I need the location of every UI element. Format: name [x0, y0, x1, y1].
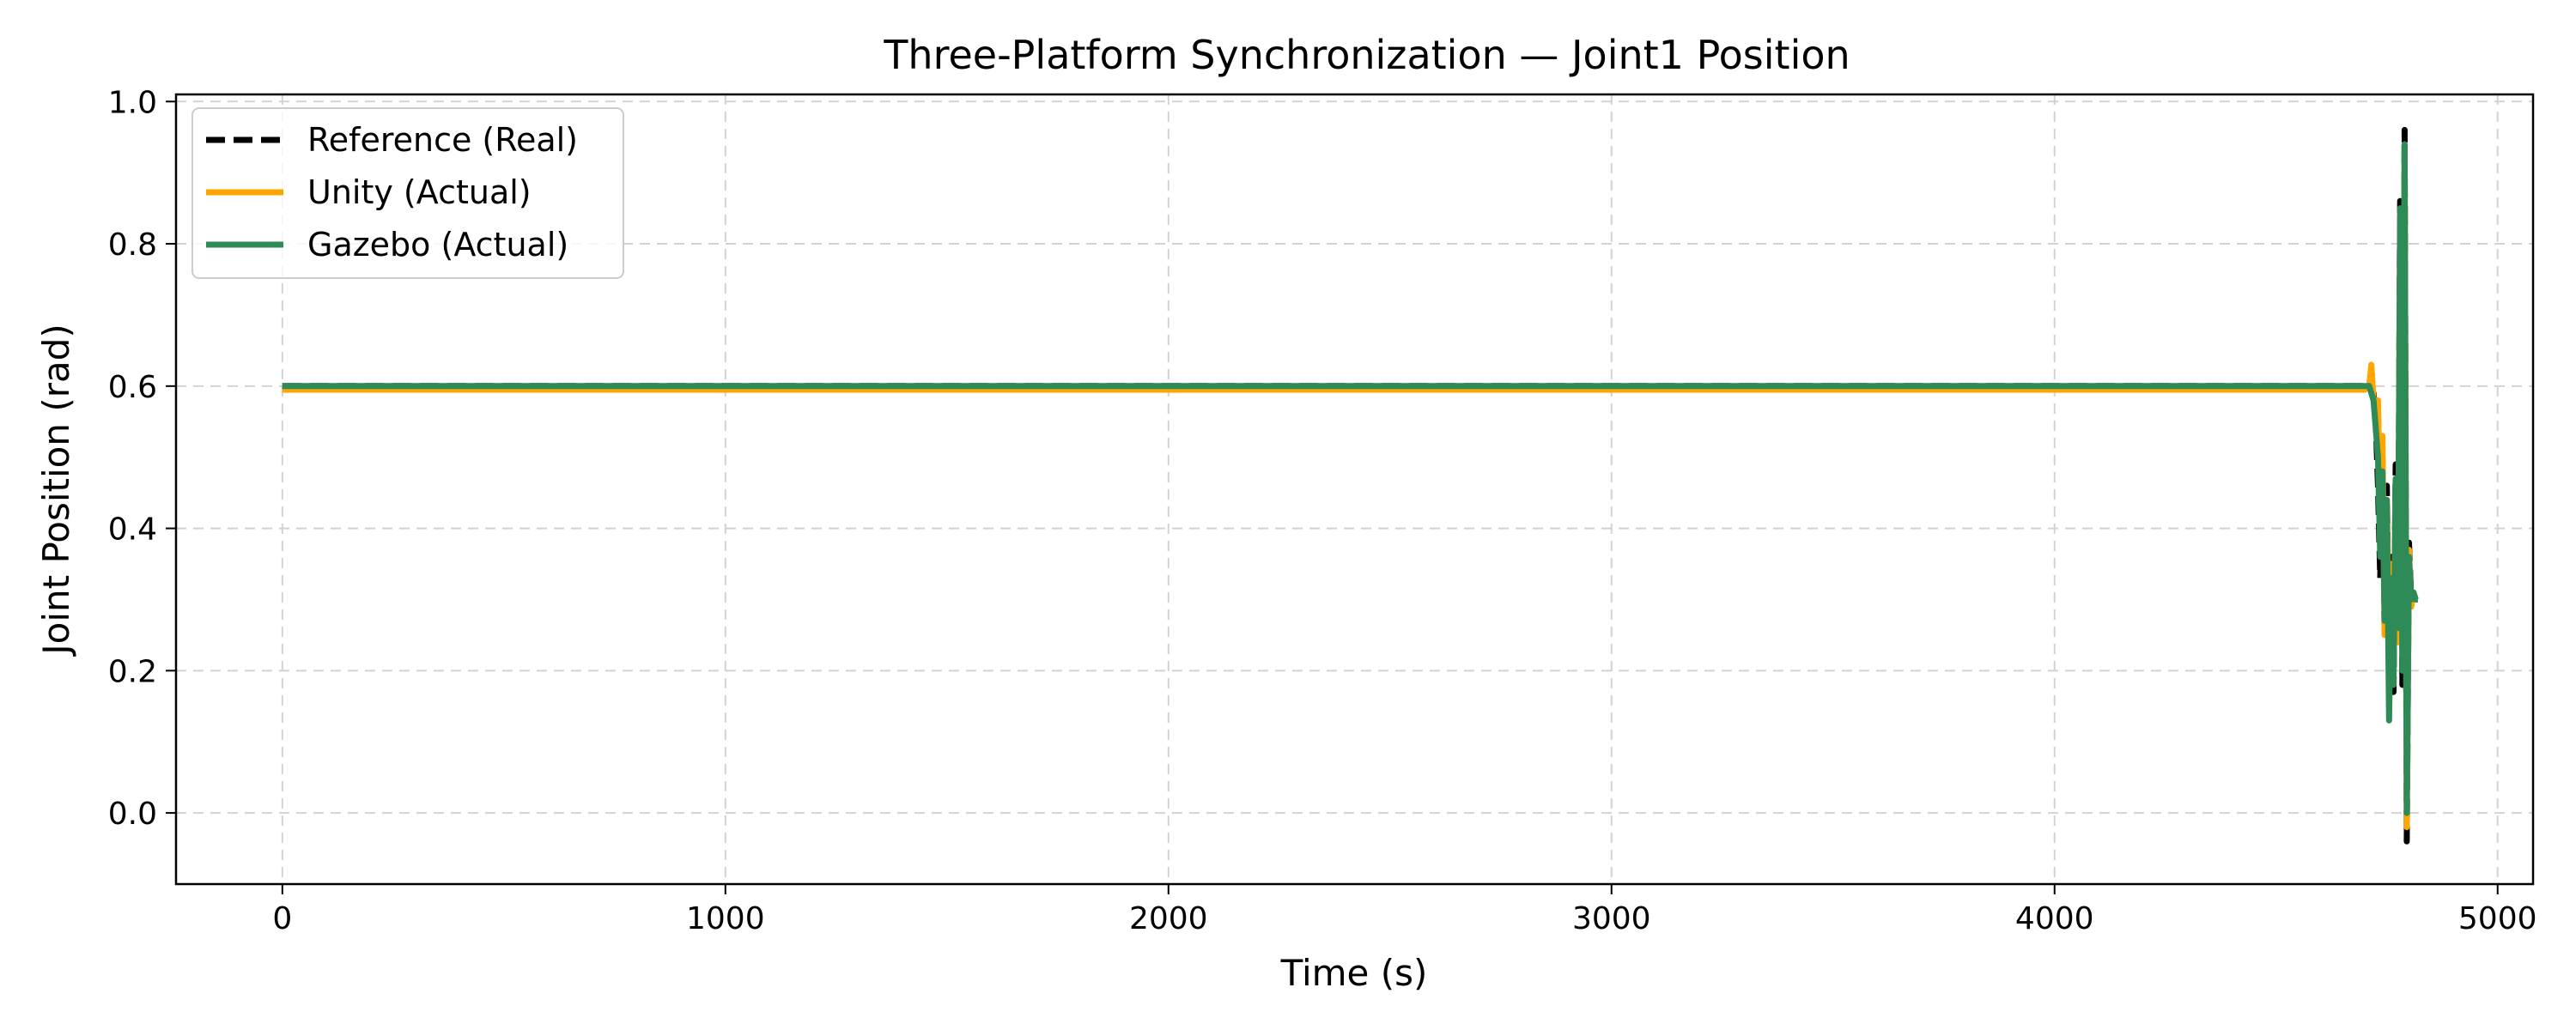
legend-box: [191, 107, 624, 279]
legend-label-1: Unity (Actual): [307, 173, 532, 211]
legend-label-2: Gazebo (Actual): [307, 226, 568, 264]
y-axis: 0.0 0.2 0.4 0.6 0.8 1.0: [108, 85, 176, 832]
y-axis-label: Joint Position (rad): [35, 324, 77, 657]
legend-label-0: Reference (Real): [307, 121, 578, 159]
series-group: [282, 126, 2419, 845]
y-tick-label: 0.4: [108, 512, 157, 548]
x-axis: 0 1000 2000 3000 4000 5000: [272, 884, 2537, 936]
x-tick-label: 3000: [1572, 901, 1651, 936]
y-tick-label: 0.8: [108, 227, 157, 263]
x-tick-label: 5000: [2458, 901, 2537, 936]
y-tick-label: 0.2: [108, 654, 157, 689]
y-tick-label: 0.6: [108, 370, 157, 405]
x-axis-label: Time (s): [1280, 952, 1428, 994]
y-tick-label: 0.0: [108, 797, 157, 832]
legend: Reference (Real) Unity (Actual) Gazebo (Ac…: [191, 107, 624, 279]
x-tick-label: 1000: [686, 901, 765, 936]
plot-frame: [174, 93, 2535, 886]
chart-title: Three-Platform Synchronization — Joint1 …: [883, 32, 1850, 78]
y-tick-label: 1.0: [108, 85, 157, 120]
x-tick-label: 0: [272, 901, 292, 936]
x-tick-label: 4000: [2015, 901, 2094, 936]
series-line-2: [282, 141, 2419, 816]
x-tick-label: 2000: [1129, 901, 1208, 936]
